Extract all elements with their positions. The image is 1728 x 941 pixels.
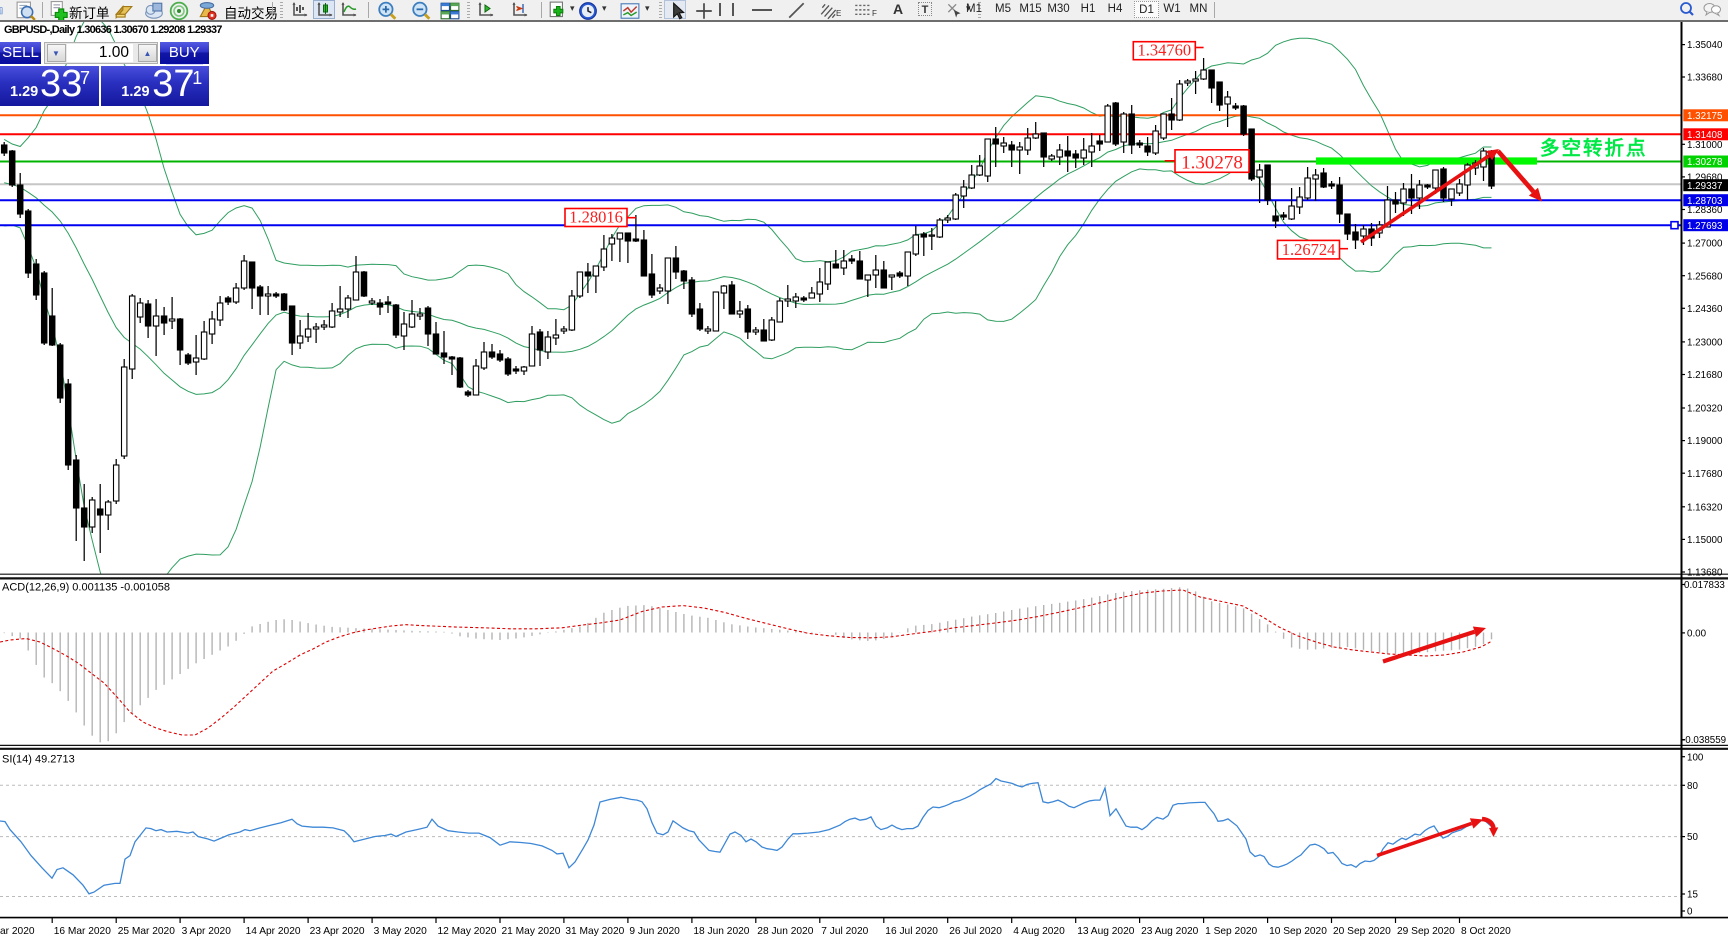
svg-text:1.16320: 1.16320 (1687, 502, 1723, 513)
svg-text:10 Sep 2020: 10 Sep 2020 (1269, 926, 1327, 937)
svg-text:80: 80 (1687, 781, 1698, 792)
svg-text:13 Aug 2020: 13 Aug 2020 (1077, 926, 1135, 937)
svg-text:12 May 2020: 12 May 2020 (438, 926, 497, 937)
svg-text:1.23000: 1.23000 (1687, 338, 1723, 349)
svg-text:50: 50 (1687, 832, 1698, 843)
svg-text:1.27693: 1.27693 (1687, 221, 1723, 232)
svg-text:1.21680: 1.21680 (1687, 370, 1723, 381)
svg-text:1.30278: 1.30278 (1181, 152, 1243, 173)
svg-text:1.32175: 1.32175 (1687, 111, 1723, 122)
svg-text:0.017833: 0.017833 (1684, 580, 1725, 591)
svg-text:1.27000: 1.27000 (1687, 239, 1723, 250)
svg-text:1.28360: 1.28360 (1687, 205, 1723, 216)
svg-text:1 Sep 2020: 1 Sep 2020 (1205, 926, 1257, 937)
svg-text:15: 15 (1687, 890, 1698, 901)
svg-text:ar 2020: ar 2020 (0, 926, 35, 937)
svg-text:1.30278: 1.30278 (1687, 157, 1723, 168)
svg-text:1.15000: 1.15000 (1687, 535, 1723, 546)
svg-text:ACD(12,26,9) 0.001135 -0.00105: ACD(12,26,9) 0.001135 -0.001058 (2, 582, 170, 594)
svg-text:9 Jun 2020: 9 Jun 2020 (629, 926, 680, 937)
svg-text:0.00: 0.00 (1687, 629, 1707, 640)
svg-text:26 Jul 2020: 26 Jul 2020 (949, 926, 1002, 937)
svg-text:1.28703: 1.28703 (1687, 196, 1723, 207)
svg-text:18 Jun 2020: 18 Jun 2020 (693, 926, 749, 937)
svg-text:3 May 2020: 3 May 2020 (374, 926, 428, 937)
svg-text:16 Mar 2020: 16 Mar 2020 (54, 926, 112, 937)
svg-text:25 Mar 2020: 25 Mar 2020 (118, 926, 176, 937)
svg-text:1.29680: 1.29680 (1687, 173, 1723, 184)
svg-text:1.26724: 1.26724 (1282, 240, 1336, 259)
svg-text:1.31408: 1.31408 (1687, 130, 1723, 141)
svg-text:1.33680: 1.33680 (1687, 73, 1723, 84)
svg-text:1.20320: 1.20320 (1687, 404, 1723, 415)
svg-text:29 Sep 2020: 29 Sep 2020 (1397, 926, 1455, 937)
svg-text:1.24360: 1.24360 (1687, 304, 1723, 315)
svg-text:SI(14) 49.2713: SI(14) 49.2713 (2, 754, 75, 766)
svg-text:GBPUSD-,Daily 1.30636 1.30670: GBPUSD-,Daily 1.30636 1.30670 1.29208 1.… (4, 24, 222, 36)
svg-text:1.34760: 1.34760 (1137, 41, 1191, 60)
svg-text:16 Jul 2020: 16 Jul 2020 (885, 926, 938, 937)
svg-text:1.25680: 1.25680 (1687, 271, 1723, 282)
svg-text:-0.038559: -0.038559 (1682, 735, 1726, 746)
svg-text:7 Jul 2020: 7 Jul 2020 (821, 926, 868, 937)
svg-text:1.31000: 1.31000 (1687, 140, 1723, 151)
svg-text:1.13680: 1.13680 (1687, 568, 1723, 579)
svg-text:28 Jun 2020: 28 Jun 2020 (757, 926, 813, 937)
svg-text:多空转折点: 多空转折点 (1540, 137, 1648, 160)
svg-text:8 Oct 2020: 8 Oct 2020 (1461, 926, 1511, 937)
svg-text:1.28016: 1.28016 (569, 208, 623, 227)
svg-text:20 Sep 2020: 20 Sep 2020 (1333, 926, 1391, 937)
svg-text:0: 0 (1687, 907, 1693, 918)
svg-text:14 Apr 2020: 14 Apr 2020 (246, 926, 301, 937)
svg-text:1.35040: 1.35040 (1687, 40, 1723, 51)
svg-text:3 Apr 2020: 3 Apr 2020 (182, 926, 232, 937)
svg-text:23 Aug 2020: 23 Aug 2020 (1141, 926, 1199, 937)
svg-text:1.19000: 1.19000 (1687, 436, 1723, 447)
svg-text:23 Apr 2020: 23 Apr 2020 (310, 926, 365, 937)
svg-text:21 May 2020: 21 May 2020 (502, 926, 561, 937)
svg-text:4 Aug 2020: 4 Aug 2020 (1013, 926, 1065, 937)
svg-text:31 May 2020: 31 May 2020 (565, 926, 624, 937)
svg-text:1.17680: 1.17680 (1687, 469, 1723, 480)
svg-text:100: 100 (1687, 752, 1704, 763)
svg-text:1.29337: 1.29337 (1687, 181, 1722, 192)
